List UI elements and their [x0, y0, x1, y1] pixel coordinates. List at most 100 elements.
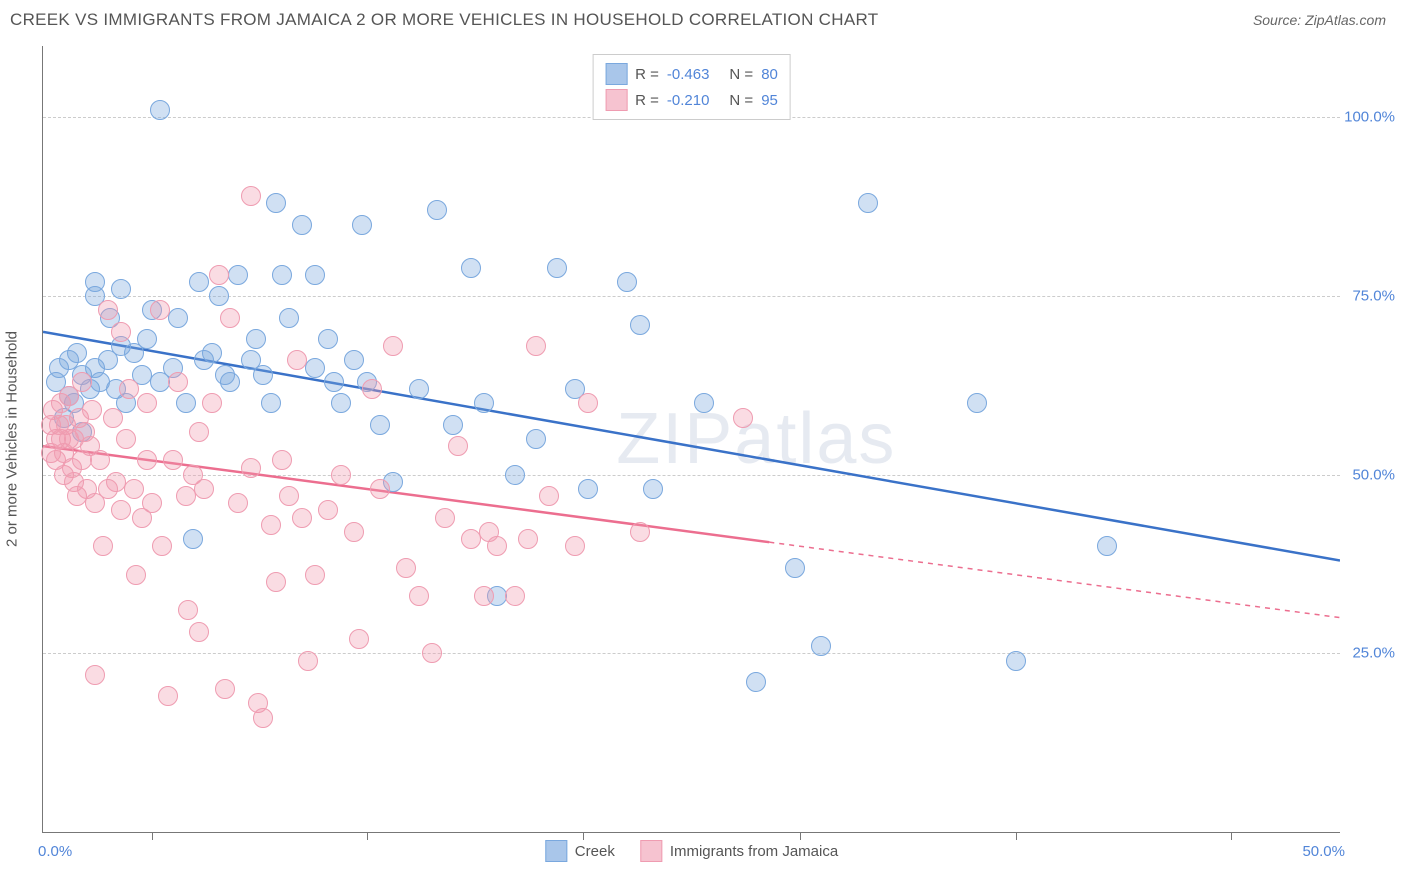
data-point: [116, 429, 136, 449]
data-point: [228, 265, 248, 285]
data-point: [137, 393, 157, 413]
data-point: [349, 629, 369, 649]
data-point: [324, 372, 344, 392]
legend-item-creek: Creek: [545, 840, 615, 862]
x-tick: [367, 832, 368, 840]
data-point: [785, 558, 805, 578]
stats-row-creek: R = -0.463 N = 80: [605, 61, 778, 87]
data-point: [578, 479, 598, 499]
data-point: [67, 343, 87, 363]
data-point: [422, 643, 442, 663]
data-point: [126, 565, 146, 585]
chart-title: CREEK VS IMMIGRANTS FROM JAMAICA 2 OR MO…: [10, 10, 878, 30]
data-point: [694, 393, 714, 413]
data-point: [298, 651, 318, 671]
data-point: [103, 408, 123, 428]
legend: Creek Immigrants from Jamaica: [545, 840, 838, 862]
data-point: [272, 450, 292, 470]
data-point: [189, 422, 209, 442]
data-point: [292, 215, 312, 235]
stats-row-jamaica: R = -0.210 N = 95: [605, 87, 778, 113]
n-value-creek: 80: [761, 66, 778, 83]
data-point: [152, 536, 172, 556]
data-point: [409, 586, 429, 606]
data-point: [85, 665, 105, 685]
data-point: [518, 529, 538, 549]
legend-swatch-creek: [545, 840, 567, 862]
data-point: [137, 329, 157, 349]
data-point: [253, 365, 273, 385]
data-point: [209, 286, 229, 306]
data-point: [209, 265, 229, 285]
gridline: [43, 653, 1340, 654]
data-point: [1006, 651, 1026, 671]
data-point: [266, 193, 286, 213]
legend-item-jamaica: Immigrants from Jamaica: [640, 840, 838, 862]
data-point: [331, 393, 351, 413]
data-point: [72, 372, 92, 392]
data-point: [461, 258, 481, 278]
data-point: [189, 272, 209, 292]
data-point: [505, 465, 525, 485]
data-point: [427, 200, 447, 220]
data-point: [215, 679, 235, 699]
data-point: [344, 350, 364, 370]
data-point: [578, 393, 598, 413]
chart-header: CREEK VS IMMIGRANTS FROM JAMAICA 2 OR MO…: [0, 0, 1406, 35]
legend-label-jamaica: Immigrants from Jamaica: [670, 843, 838, 860]
y-tick-label: 75.0%: [1352, 288, 1395, 305]
data-point: [279, 308, 299, 328]
data-point: [474, 586, 494, 606]
y-tick-label: 50.0%: [1352, 466, 1395, 483]
data-point: [119, 379, 139, 399]
data-point: [565, 536, 585, 556]
data-point: [82, 400, 102, 420]
swatch-jamaica: [605, 89, 627, 111]
data-point: [547, 258, 567, 278]
data-point: [617, 272, 637, 292]
data-point: [168, 372, 188, 392]
data-point: [305, 565, 325, 585]
data-point: [344, 522, 364, 542]
data-point: [305, 265, 325, 285]
data-point: [241, 458, 261, 478]
x-tick: [800, 832, 801, 840]
data-point: [505, 586, 525, 606]
data-point: [630, 522, 650, 542]
data-point: [967, 393, 987, 413]
data-point: [383, 336, 403, 356]
data-point: [142, 493, 162, 513]
data-point: [253, 708, 273, 728]
y-tick-label: 25.0%: [1352, 645, 1395, 662]
source-attribution: Source: ZipAtlas.com: [1253, 12, 1386, 28]
data-point: [202, 393, 222, 413]
data-point: [137, 450, 157, 470]
gridline: [43, 475, 1340, 476]
data-point: [176, 393, 196, 413]
trend-line: [43, 332, 1340, 561]
data-point: [266, 572, 286, 592]
legend-label-creek: Creek: [575, 843, 615, 860]
plot-area: ZIPatlas 25.0%50.0%75.0%100.0% R = -0.46…: [42, 46, 1340, 833]
data-point: [241, 186, 261, 206]
data-point: [318, 500, 338, 520]
data-point: [352, 215, 372, 235]
x-tick: [1016, 832, 1017, 840]
data-point: [178, 600, 198, 620]
data-point: [90, 450, 110, 470]
data-point: [163, 450, 183, 470]
data-point: [1097, 536, 1117, 556]
data-point: [150, 300, 170, 320]
data-point: [246, 329, 266, 349]
data-point: [261, 393, 281, 413]
swatch-creek: [605, 63, 627, 85]
r-value-jamaica: -0.210: [667, 92, 710, 109]
data-point: [396, 558, 416, 578]
data-point: [305, 358, 325, 378]
data-point: [733, 408, 753, 428]
y-axis-title: 2 or more Vehicles in Household: [4, 331, 21, 547]
data-point: [448, 436, 468, 456]
data-point: [287, 350, 307, 370]
watermark: ZIPatlas: [616, 398, 896, 480]
data-point: [526, 336, 546, 356]
